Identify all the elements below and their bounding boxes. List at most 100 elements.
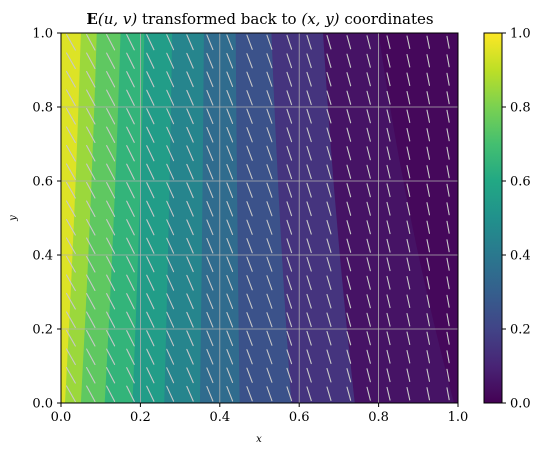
plot-area: [61, 33, 458, 403]
quiver-arrow: [86, 292, 96, 310]
quiver-arrow: [106, 311, 116, 328]
quiver-arrow: [286, 145, 293, 161]
quiver-arrow: [106, 293, 116, 310]
quiver-arrow: [286, 293, 293, 309]
quiver-arrow: [326, 201, 332, 216]
quiver-arrow: [65, 163, 76, 181]
quiver-arrow: [386, 275, 391, 290]
quiver-arrow: [126, 274, 135, 291]
quiver-arrow: [326, 312, 332, 327]
quiver-arrow: [406, 238, 411, 253]
colorbar-tick-label-1: 0.2: [510, 323, 531, 338]
quiver-arrow: [426, 183, 431, 197]
quiver-arrow: [206, 237, 214, 254]
quiver-arrow: [426, 128, 431, 142]
quiver-arrow: [126, 182, 135, 199]
quiver-arrow: [366, 294, 371, 309]
quiver-arrow: [166, 200, 175, 217]
colorbar-tick-label-3: 0.6: [510, 175, 531, 190]
quiver-arrow: [326, 220, 332, 235]
y-tick-label-5: 1.0: [32, 27, 53, 42]
quiver-arrow: [406, 349, 411, 364]
quiver-arrow: [426, 387, 431, 401]
quiver-arrow: [126, 126, 135, 143]
quiver-arrow: [226, 145, 234, 161]
quiver-arrow: [226, 108, 234, 124]
quiver-arrow: [266, 201, 273, 217]
quiver-arrow: [126, 311, 135, 328]
quiver-arrow: [186, 71, 194, 88]
quiver-arrow: [346, 109, 352, 124]
quiver-arrow: [65, 89, 76, 107]
quiver-arrow: [346, 368, 352, 383]
quiver-arrow: [406, 201, 411, 216]
quiver-arrow: [306, 293, 312, 309]
quiver-arrow: [286, 312, 293, 328]
quiver-arrow: [366, 220, 371, 235]
quiver-arrow: [65, 311, 76, 329]
quiver-arrow: [86, 274, 96, 292]
quiver-arrow: [266, 349, 273, 365]
quiver-arrow: [166, 89, 175, 106]
quiver-arrow: [186, 274, 194, 291]
quiver-arrow: [326, 331, 332, 346]
quiver-arrow: [426, 165, 431, 179]
quiver-arrow: [266, 330, 273, 346]
quiver-arrow: [266, 386, 273, 402]
quiver-arrow: [286, 53, 293, 69]
y-tick-label-1: 0.2: [32, 323, 53, 338]
quiver-arrow: [286, 182, 293, 198]
quiver-arrow: [346, 90, 352, 105]
quiver-arrow: [326, 146, 332, 161]
quiver-arrow: [346, 127, 352, 142]
x-tick-label-2: 0.4: [209, 410, 230, 425]
quiver-arrow: [406, 53, 411, 68]
quiver-arrow: [146, 71, 155, 88]
quiver-arrow: [246, 71, 253, 87]
x-axis-label: x: [256, 434, 262, 445]
quiver-arrow: [446, 54, 450, 68]
quiver-arrow: [366, 257, 371, 272]
quiver-arrow: [286, 275, 293, 291]
quiver-arrow: [366, 127, 371, 142]
quiver-arrow: [86, 70, 96, 88]
quiver-arrow: [286, 349, 293, 365]
quiver-arrow: [446, 220, 450, 234]
quiver-arrow: [246, 164, 253, 180]
quiver-arrow: [366, 201, 371, 216]
quiver-arrow: [246, 219, 253, 235]
quiver-arrow: [446, 331, 450, 345]
quiver-arrow: [406, 275, 411, 290]
quiver-arrow: [446, 72, 450, 86]
quiver-arrow: [446, 239, 450, 253]
quiver-arrow: [186, 163, 194, 180]
quiver-arrow: [386, 238, 391, 253]
quiver-arrow: [186, 385, 194, 402]
quiver-arrow: [206, 348, 214, 365]
quiver-arrow: [346, 349, 352, 364]
quiver-arrow: [146, 311, 155, 328]
quiver-arrow: [86, 385, 96, 403]
quiver-arrow: [426, 35, 431, 49]
quiver-arrow: [206, 274, 214, 291]
quiver-arrow: [86, 329, 96, 347]
quiver-arrow: [166, 126, 175, 143]
y-tick-label-2: 0.4: [32, 249, 53, 264]
quiver-arrow: [146, 108, 155, 125]
quiver-arrow: [426, 72, 431, 86]
quiver-arrow: [286, 219, 293, 235]
quiver-arrow: [65, 385, 76, 403]
quiver-arrow: [346, 164, 352, 179]
quiver-arrow: [286, 330, 293, 346]
quiver-arrow: [246, 312, 253, 328]
quiver-arrow: [366, 72, 371, 87]
plot-frame: [60, 32, 459, 404]
quiver-arrow: [346, 72, 352, 87]
x-tick-label-1: 0.2: [130, 410, 151, 425]
quiver-arrow: [346, 257, 352, 272]
quiver-arrow: [306, 108, 312, 124]
quiver-arrow: [306, 238, 312, 254]
quiver-arrow: [146, 348, 155, 365]
quiver-arrow: [346, 220, 352, 235]
quiver-arrow: [106, 108, 116, 125]
